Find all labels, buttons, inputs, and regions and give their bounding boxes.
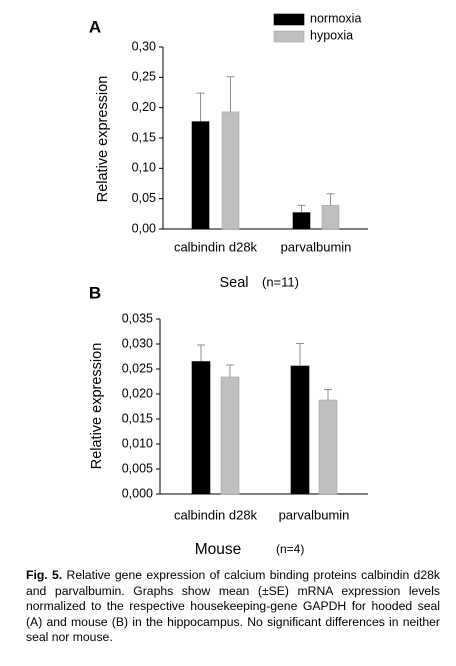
bar [191,361,211,495]
y-axis-title: Relative expression [89,343,105,470]
y-tick-label: 0,00 [132,221,156,235]
x-axis-title: Seal [219,275,248,291]
panel-label: A [89,17,101,36]
y-tick-label: 0,020 [122,386,153,400]
legend: normoxia hypoxia [273,11,361,43]
caption-text: Relative gene expression of calcium bind… [26,568,440,644]
category-label: calbindin d28k [174,239,258,254]
y-tick-label: 0,010 [122,436,153,450]
chart-mouse: B 0,000 0,005 0,010 0,015 0,020 0,025 0,030 0,03… [89,283,368,558]
y-tick-label: 0,15 [132,130,156,144]
y-axis-title: Relative expression [95,76,111,203]
bar [292,212,311,230]
y-tick-label: 0,000 [122,486,153,500]
y-tick-label: 0,015 [122,411,153,425]
y-tick-label: 0,05 [132,191,156,205]
y-tick-label: 0,030 [122,336,153,350]
bar [220,376,240,495]
category-label: calbindin d28k [174,507,258,522]
y-tick-label: 0,30 [132,39,156,53]
y-tick-label: 0,20 [132,100,156,114]
legend-label: hypoxia [310,28,353,42]
y-tick-label: 0,035 [122,311,153,325]
legend-swatch [273,13,305,26]
y-tick-label: 0,10 [132,161,156,175]
x-axis-subtitle: (n=4) [276,542,304,556]
bar [191,121,210,230]
y-tick-label: 0,25 [132,70,156,84]
legend-label: normoxia [310,11,361,25]
figure: A 0,00 0,05 0,10 0,15 0,20 0,25 0,30 Relative ex… [89,11,368,558]
bar [221,111,240,230]
bar [321,205,340,230]
chart-seal: A 0,00 0,05 0,10 0,15 0,20 0,25 0,30 Relative ex… [89,17,368,291]
figure-caption: Fig. 5. Relative gene expression of calc… [26,568,440,646]
panel-label: B [89,283,101,302]
category-label: parvalbumin [281,239,352,254]
y-tick-label: 0,005 [122,461,153,475]
bar [290,365,310,495]
category-label: parvalbumin [279,507,350,522]
legend-swatch [273,30,305,43]
x-axis-subtitle: (n=11) [262,274,299,289]
caption-label: Fig. 5. [26,568,63,582]
y-tick-label: 0,025 [122,361,153,375]
bar [318,399,338,495]
x-axis-title: Mouse [195,541,242,558]
